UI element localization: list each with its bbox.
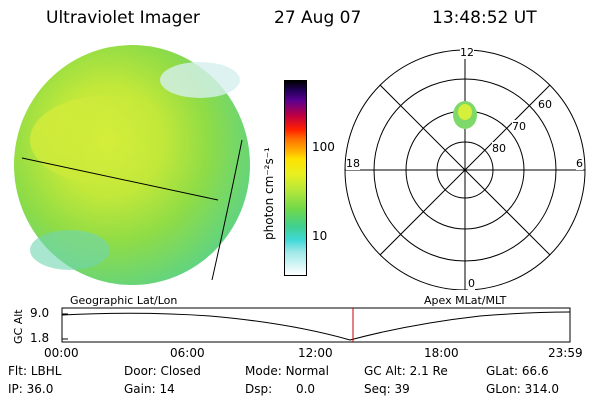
colorbar (284, 80, 307, 276)
timeline-left-title: Geographic Lat/Lon (70, 294, 178, 307)
status-glat: GLat: 66.6 (486, 364, 549, 378)
status-filter-value: LBHL (30, 364, 62, 378)
status-mode: Mode: Normal (245, 364, 329, 378)
colorbar-unit-label: photon cm⁻²s⁻¹ (262, 147, 276, 240)
timeline-xtick-0600: 06:00 (170, 346, 205, 360)
status-mode-label: Mode: (245, 364, 282, 378)
status-gc-alt-value: 2.1 Re (409, 364, 448, 378)
status-glat-value: 66.6 (521, 364, 549, 378)
status-ip-label: IP: (8, 382, 23, 396)
colorbar-tick-100: 100 (312, 140, 335, 154)
timeline-xtick-1200: 12:00 (298, 346, 333, 360)
altitude-curve (61, 311, 571, 341)
latitude-line (21, 157, 219, 201)
mlt-label-12: 12 (460, 46, 474, 59)
lat-label-70: 70 (512, 120, 526, 133)
timeline-xtick-1800: 18:00 (424, 346, 459, 360)
status-gain-label: Gain: (124, 382, 156, 396)
mlt-label-6: 6 (576, 157, 583, 170)
status-gain: Gain: 14 (124, 382, 175, 396)
lat-label-60: 60 (538, 98, 552, 111)
timeline-ytick-min: 1.8 (30, 331, 50, 345)
status-gc-alt-label: GC Alt: (364, 364, 406, 378)
colorbar-tick-10: 10 (312, 229, 328, 243)
longitude-line (211, 139, 243, 281)
lat-label-80: 80 (492, 142, 506, 155)
status-door-value: Closed (160, 364, 201, 378)
status-gain-value: 14 (159, 382, 175, 396)
timeline-xtick-2359: 23:59 (548, 346, 583, 360)
status-ip: IP: 36.0 (8, 382, 53, 396)
status-door: Door: Closed (124, 364, 201, 378)
mlt-label-18: 18 (346, 157, 360, 170)
timeline-ytick-max: 9.0 (30, 306, 50, 320)
aurora-spot (453, 101, 477, 129)
timeline-xtick-0000: 00:00 (44, 346, 79, 360)
timeline-right-title: Apex MLat/MLT (424, 294, 507, 307)
status-dsp: Dsp: 0.0 (245, 382, 315, 396)
polar-plot (344, 49, 586, 290)
status-ip-value: 36.0 (26, 382, 54, 396)
app-title: Ultraviolet Imager (46, 8, 200, 28)
status-seq: Seq: 39 (364, 382, 410, 396)
aurora-disk (14, 45, 250, 285)
status-gc-alt: GC Alt: 2.1 Re (364, 364, 448, 378)
geographic-image (14, 45, 250, 285)
date-label: 27 Aug 07 (274, 8, 362, 28)
status-mode-value: Normal (285, 364, 329, 378)
mlt-label-0: 0 (468, 277, 475, 290)
status-seq-label: Seq: (364, 382, 391, 396)
diagonal-line-2 (379, 84, 551, 256)
altitude-timeline (61, 307, 571, 343)
status-dsp-value: 0.0 (295, 382, 316, 396)
status-glon-label: GLon: (486, 382, 521, 396)
status-seq-value: 39 (394, 382, 410, 396)
status-door-label: Door: (124, 364, 157, 378)
status-dsp-label: Dsp: (245, 382, 273, 396)
status-filter: Flt: LBHL (8, 364, 61, 378)
status-glon: GLon: 314.0 (486, 382, 559, 396)
status-glat-label: GLat: (486, 364, 519, 378)
status-filter-label: Flt: (8, 364, 27, 378)
timeline-yaxis-title: GC Alt (12, 309, 25, 344)
status-glon-value: 314.0 (524, 382, 559, 396)
time-label: 13:48:52 UT (432, 8, 537, 28)
